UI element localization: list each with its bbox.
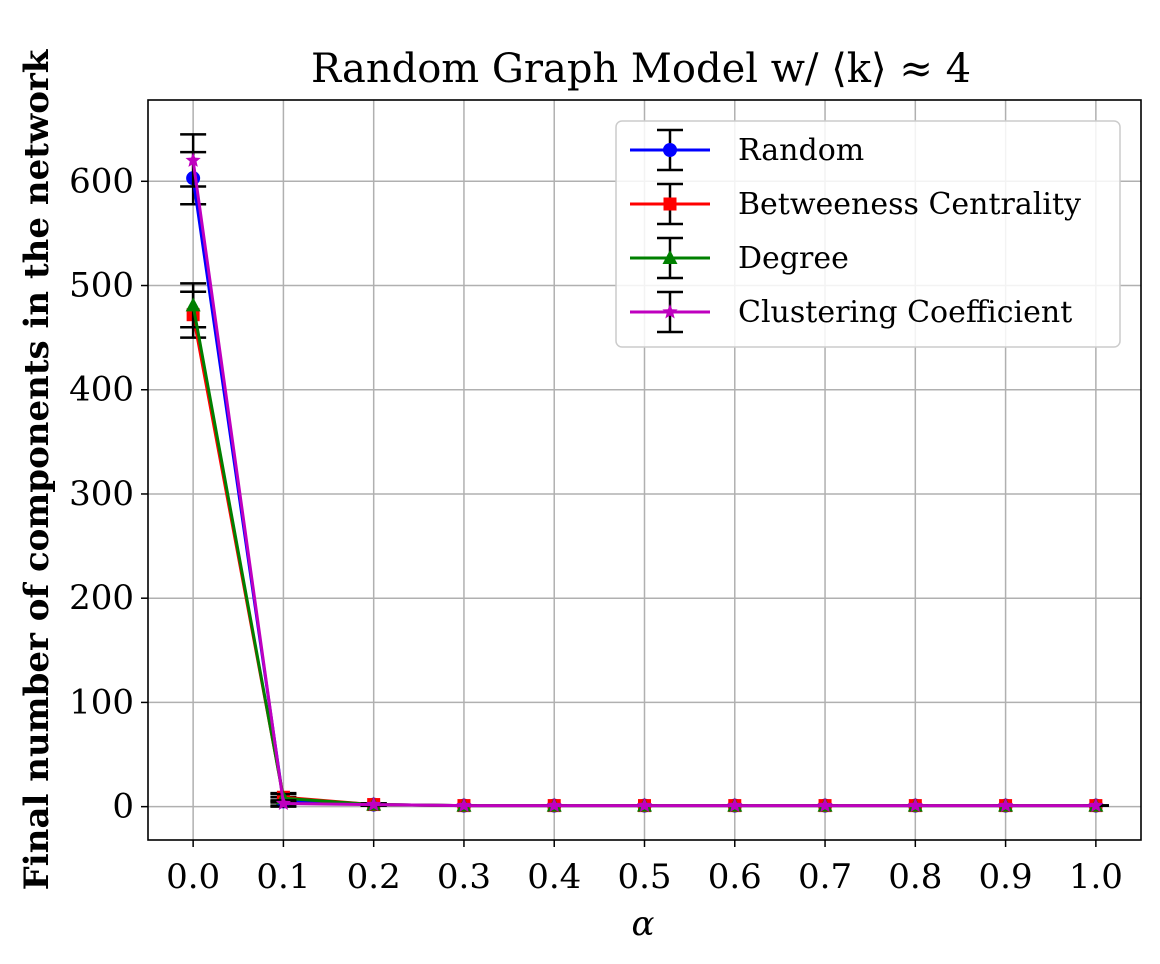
x-tick-label: 0.6 [708,857,762,897]
data-point [546,797,562,813]
series-layer [180,133,1109,813]
legend-frame [615,120,1121,348]
legend-label: Degree [738,241,849,276]
y-tick-label: 200 [69,578,134,618]
legend-marker [662,250,678,264]
y-tick-label: 0 [112,787,134,827]
data-point [456,797,472,813]
x-tick-label: 1.0 [1069,857,1123,897]
x-tick-label: 0.9 [979,857,1033,897]
legend-label: Clustering Coefficient [738,295,1072,330]
y-axis-label: Final number of components in the networ… [17,48,57,890]
legend-marker [662,304,678,319]
y-tick-label: 600 [69,161,134,201]
x-tick-label: 0.7 [798,857,852,897]
data-point [1088,797,1104,813]
y-tick-label: 500 [69,266,134,306]
legend: Random Betweeness Centrality Degree Cluster… [615,120,1121,348]
y-tick-label: 300 [69,474,134,514]
legend-label: Betweeness Centrality [738,187,1081,222]
x-tick-label: 0.8 [888,857,942,897]
data-point [366,796,382,811]
data-point [727,797,743,813]
data-point [185,152,201,167]
x-tick-label: 0.1 [256,857,310,897]
y-tick-label: 100 [69,682,134,722]
data-point [275,795,291,810]
y-axis-ticks: 0 100 200 300 400 500 600 [69,161,148,827]
chart-title: Random Graph Model w/ ⟨k⟩ ≈ 4 [311,46,971,92]
legend-marker [663,197,677,211]
y-tick-label: 400 [69,370,134,410]
data-point [907,797,923,813]
x-tick-label: 0.4 [527,857,581,897]
x-tick-label: 0.2 [347,857,401,897]
series-3 [180,133,1109,813]
data-point [817,797,833,813]
x-tick-label: 0.5 [617,857,671,897]
legend-marker [663,143,677,157]
legend-label: Random [738,133,864,168]
x-axis-ticks: 0.0 0.1 0.2 0.3 0.4 0.5 0.6 0.7 0.8 0.9 1.0 [166,840,1123,897]
data-point [185,297,201,312]
x-tick-label: 0.3 [437,857,491,897]
x-axis-label: α [632,904,655,944]
plot-frame [147,99,1142,841]
data-point [636,797,653,813]
x-tick-label: 0.0 [166,857,220,897]
data-point [998,797,1014,813]
